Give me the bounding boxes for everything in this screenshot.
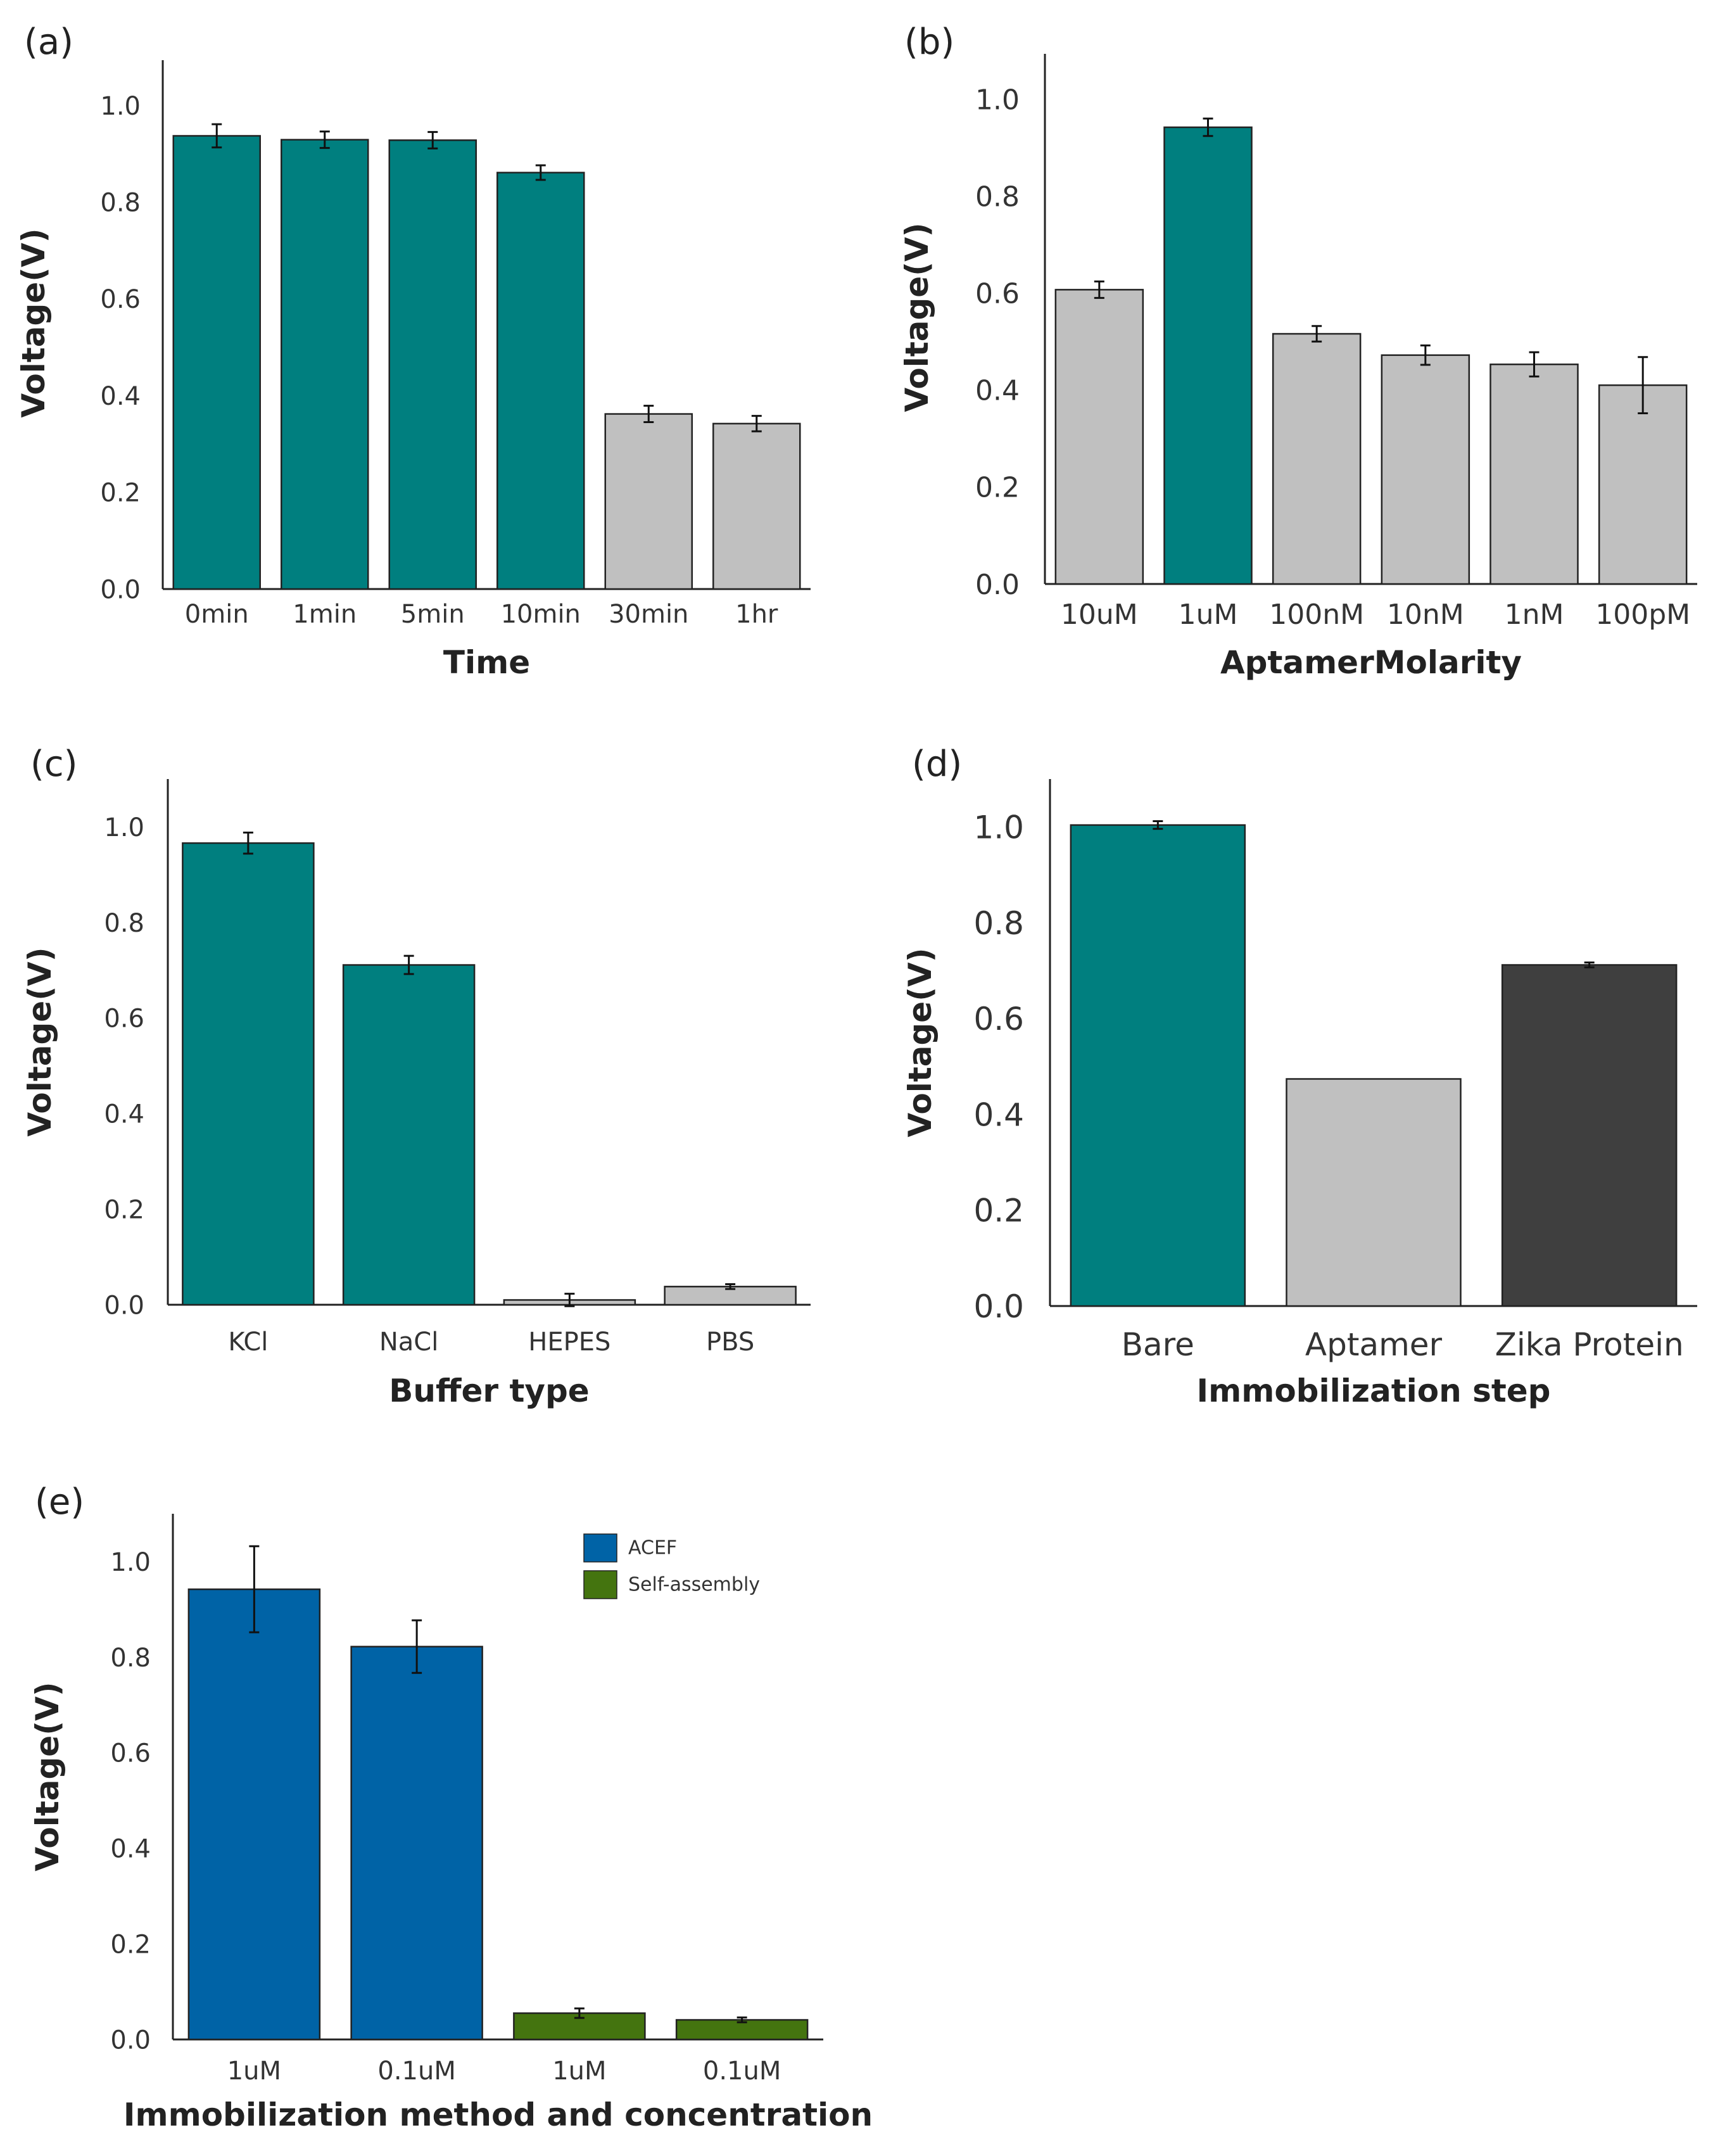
legend-swatch <box>583 1533 617 1563</box>
y-tick-label: 0.4 <box>975 375 1020 407</box>
y-tick-label: 0.8 <box>110 1644 151 1673</box>
y-tick-label: 0.8 <box>975 181 1020 213</box>
y-tick-label: 0.0 <box>100 575 141 604</box>
bar <box>388 139 477 590</box>
panel-label: (a) <box>24 22 73 63</box>
bar <box>712 422 801 590</box>
legend: ACEF Self-assembly <box>583 1533 760 1599</box>
bar <box>1598 384 1688 585</box>
x-axis-label: Time <box>443 644 530 681</box>
y-axis-label: Voltage(V) <box>22 947 58 1136</box>
y-axis-label: Voltage(V) <box>899 222 935 412</box>
bar <box>604 413 693 590</box>
panel-label: (e) <box>35 1481 84 1523</box>
y-axis-label: Voltage(V) <box>15 228 52 417</box>
bar <box>350 1646 483 2041</box>
bar <box>182 842 315 1306</box>
x-tick-label: Aptamer <box>1305 1326 1443 1363</box>
x-tick-label: 10min <box>501 600 581 629</box>
y-tick-label: 0.0 <box>973 1288 1024 1325</box>
bar <box>1054 289 1144 585</box>
y-axis-label: Voltage(V) <box>29 1682 66 1871</box>
y-tick-label: 0.8 <box>973 905 1024 942</box>
y-tick-label: 1.0 <box>104 813 144 842</box>
bar <box>281 139 369 590</box>
bar <box>1489 363 1579 585</box>
chart-panel-4: (d) 0.0 0.2 0.4 0.6 0.8 1.0 Bare Aptamer Zika Pro… <box>902 744 1697 1409</box>
y-tick-label: 0.0 <box>104 1291 144 1320</box>
x-tick-label: 1nM <box>1505 599 1564 631</box>
bar <box>1286 1078 1462 1307</box>
bar <box>172 135 261 590</box>
x-tick-label: 1hr <box>735 600 778 629</box>
x-axis-label: Immobilization method and concentration <box>123 2096 873 2133</box>
y-tick-label: 0.2 <box>100 479 141 508</box>
y-tick-label: 1.0 <box>975 84 1020 116</box>
y-tick-label: 1.0 <box>110 1548 151 1577</box>
y-tick-label: 0.6 <box>973 1001 1024 1037</box>
x-tick-label: 1min <box>293 600 357 629</box>
bar <box>496 172 585 590</box>
y-tick-label: 0.6 <box>104 1005 144 1034</box>
y-tick-label: 0.4 <box>110 1835 151 1864</box>
bar <box>342 964 476 1306</box>
x-tick-label: NaCl <box>379 1328 438 1357</box>
chart-panel-3: (c) 0.0 0.2 0.4 0.6 0.8 1.0 KCl NaCl HEPES PBS Buff… <box>22 744 811 1409</box>
x-tick-label: 1uM <box>1179 599 1238 631</box>
x-tick-label: 30min <box>609 600 688 629</box>
y-tick-label: 0.2 <box>973 1193 1024 1229</box>
x-tick-label: 10nM <box>1387 599 1464 631</box>
bar <box>1381 354 1470 585</box>
y-tick-label: 0.6 <box>975 278 1020 310</box>
chart-panels: (a) 0.0 0.2 0.4 0.6 0.8 1.0 0min 1min 5min 10min 30… <box>15 22 1697 2133</box>
legend-entry: Self-assembly <box>628 1574 760 1596</box>
y-tick-label: 0.2 <box>975 472 1020 504</box>
y-tick-label: 0.8 <box>104 909 144 938</box>
x-tick-label: HEPES <box>528 1328 610 1357</box>
panel-label: (d) <box>912 744 962 785</box>
y-tick-label: 0.4 <box>973 1096 1024 1133</box>
x-tick-label: 10uM <box>1061 599 1138 631</box>
bar <box>1070 824 1246 1307</box>
y-tick-label: 1.0 <box>973 809 1024 846</box>
y-tick-label: 0.2 <box>110 1930 151 1959</box>
legend-swatch <box>583 1570 617 1599</box>
x-tick-label: 100pM <box>1595 599 1690 631</box>
x-tick-label: KCl <box>228 1328 268 1357</box>
x-tick-label: Zika Protein <box>1495 1326 1684 1363</box>
panel-label: (c) <box>30 744 77 785</box>
y-tick-label: 0.8 <box>100 188 141 217</box>
y-tick-label: 0.0 <box>975 569 1020 601</box>
x-tick-label: 1uM <box>227 2057 281 2086</box>
x-tick-label: 5min <box>401 600 465 629</box>
legend-entry: ACEF <box>628 1537 677 1559</box>
y-tick-label: 1.0 <box>100 92 141 121</box>
chart-panel-2: (b) 0.0 0.2 0.4 0.6 0.8 1.0 10uM 1uM 100nM 10nM 1nM… <box>899 22 1697 681</box>
x-tick-label: 0min <box>185 600 249 629</box>
y-tick-label: 0.0 <box>110 2026 151 2055</box>
bar <box>1163 126 1253 585</box>
panel-label: (b) <box>904 22 954 63</box>
chart-panel-1: (a) 0.0 0.2 0.4 0.6 0.8 1.0 0min 1min 5min 10min 30… <box>15 22 811 681</box>
x-axis-label: Immobilization step <box>1197 1373 1551 1409</box>
x-tick-label: 0.1uM <box>703 2057 781 2086</box>
bar <box>1501 964 1678 1307</box>
bar <box>1272 333 1362 585</box>
chart-panel-5: (e) 0.0 0.2 0.4 0.6 0.8 1.0 1uM 0.1uM 1uM 0.1uM Imm… <box>29 1481 873 2133</box>
x-tick-label: PBS <box>706 1328 754 1357</box>
x-axis-label: Buffer type <box>389 1373 589 1409</box>
x-tick-label: 0.1uM <box>377 2057 455 2086</box>
y-tick-label: 0.4 <box>104 1100 144 1129</box>
x-tick-label: 1uM <box>552 2057 606 2086</box>
y-tick-label: 0.2 <box>104 1195 144 1224</box>
x-axis-label: AptamerMolarity <box>1220 644 1522 681</box>
y-tick-label: 0.6 <box>100 285 141 314</box>
bar <box>187 1588 321 2041</box>
y-axis-label: Voltage(V) <box>902 948 939 1137</box>
y-tick-label: 0.4 <box>100 382 141 411</box>
x-tick-label: Bare <box>1122 1326 1194 1363</box>
x-tick-label: 100nM <box>1269 599 1364 631</box>
y-tick-label: 0.6 <box>110 1739 151 1768</box>
